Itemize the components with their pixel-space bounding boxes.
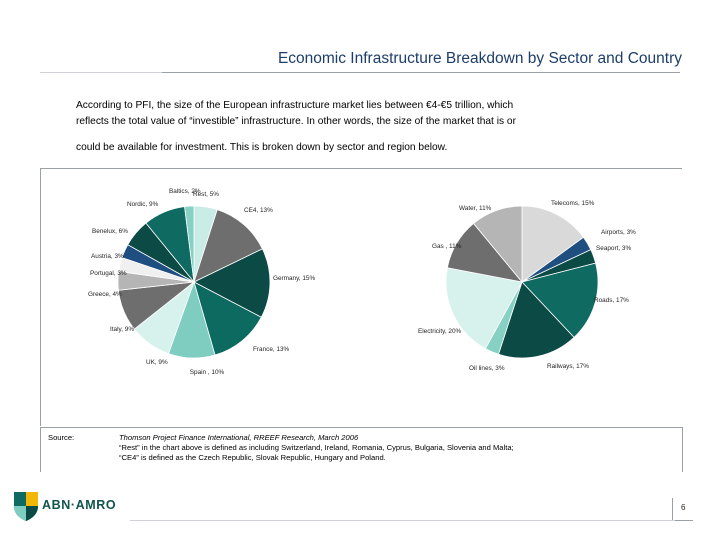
chart-frame — [40, 168, 682, 426]
pie-charts: Rest, 5% CE4, 13% Germany, 15% France, 13% S… — [88, 188, 636, 376]
pie-slice — [184, 205, 195, 283]
slice-label: Oil lines, 3% — [469, 365, 505, 372]
pie-slice — [445, 267, 523, 350]
source-text: Thomson Project Finance International, R… — [119, 433, 669, 463]
country-pie-chart: Rest, 5% CE4, 13% Germany, 15% France, 13% S… — [88, 188, 315, 376]
slice-label: Railways, 17% — [547, 363, 589, 370]
intro-text: According to PFI, the size of the Europe… — [76, 98, 666, 156]
slice-label: UK, 9% — [146, 359, 168, 366]
slice-label: Nordic, 9% — [127, 201, 159, 208]
intro-line-2: reflects the total value of “investible”… — [76, 116, 516, 127]
sector-pie-chart: Telecoms, 15% Airports, 3% Seaport, 3% Road… — [418, 200, 636, 372]
slice-label: Electricity, 20% — [418, 328, 462, 335]
pie-slice — [521, 205, 585, 283]
page-number: 6 — [681, 503, 686, 512]
title-rule — [40, 72, 680, 73]
footer-rule — [130, 520, 675, 521]
intro-line-3: could be available for investment. This … — [76, 142, 448, 153]
slice-label: Austria, 3% — [91, 253, 124, 260]
pie-slice — [498, 281, 575, 359]
slice-label: Italy, 9% — [110, 326, 134, 333]
slice-label: Germany, 15% — [273, 275, 315, 282]
slice-label: Water, 11% — [459, 205, 492, 212]
slice-label: Portugal, 3% — [90, 270, 127, 277]
shield-logo-icon — [14, 492, 38, 521]
slice-label: Greece, 4% — [88, 291, 122, 298]
slice-label: France, 13% — [253, 346, 290, 353]
logo-text: ABN·AMRO — [42, 498, 117, 512]
source-line-3: “CE4” is defined as the Czech Republic, … — [119, 453, 386, 462]
slice-label: Benelux, 6% — [92, 228, 128, 235]
pie-slice — [193, 281, 262, 356]
source-line-2: “Rest” in the chart above is defined as … — [119, 443, 514, 452]
title-rule-accent — [40, 72, 162, 73]
source-line-1: Thomson Project Finance International, R… — [119, 433, 359, 442]
slice-label: Telecoms, 15% — [551, 200, 595, 207]
slice-label: Rest, 5% — [193, 191, 219, 198]
slice-label: CE4, 13% — [244, 207, 273, 214]
pie-slice — [472, 205, 523, 284]
source-label: Source: — [48, 433, 75, 442]
page-title: Economic Infrastructure Breakdown by Sec… — [277, 50, 682, 67]
pie-slice — [193, 248, 271, 318]
slice-label: Baltics, 2% — [169, 188, 201, 195]
slice-label: Gas , 11% — [432, 243, 462, 250]
abn-amro-logo: ABN·AMRO — [12, 490, 122, 522]
pie-slice — [193, 209, 263, 283]
pie-slice — [521, 262, 599, 338]
page-number-box — [672, 498, 693, 521]
slice-label: Roads, 17% — [594, 297, 629, 304]
source-box — [40, 427, 683, 472]
slice-label: Airports, 3% — [601, 229, 636, 236]
intro-line-1: According to PFI, the size of the Europe… — [76, 100, 514, 111]
slice-label: Spain , 10% — [190, 369, 225, 376]
slice-label: Seaport, 3% — [596, 245, 631, 252]
